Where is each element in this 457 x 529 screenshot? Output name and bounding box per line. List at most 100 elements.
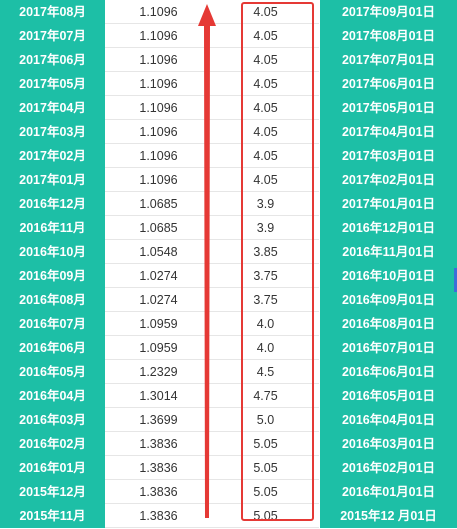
- date-cell[interactable]: 2016年01月01日: [319, 479, 457, 504]
- rate-cell[interactable]: 1.1096: [105, 119, 212, 144]
- rate-cell[interactable]: 1.1096: [105, 47, 212, 72]
- date-cell[interactable]: 2016年09月01日: [319, 287, 457, 312]
- value-cell[interactable]: 4.05: [212, 71, 319, 96]
- table-row[interactable]: 2016年06月 1.0959 4.0 2016年07月01日: [0, 335, 457, 361]
- value-cell[interactable]: 4.05: [212, 23, 319, 48]
- rate-cell[interactable]: 1.3836: [105, 479, 212, 504]
- table-row[interactable]: 2016年12月 1.0685 3.9 2017年01月01日: [0, 191, 457, 217]
- rate-cell[interactable]: 1.0548: [105, 239, 212, 264]
- value-cell[interactable]: 4.05: [212, 119, 319, 144]
- value-cell[interactable]: 3.9: [212, 191, 319, 216]
- period-cell[interactable]: 2016年09月: [0, 263, 105, 288]
- rate-cell[interactable]: 1.3699: [105, 407, 212, 432]
- period-cell[interactable]: 2016年11月: [0, 215, 105, 240]
- period-cell[interactable]: 2015年12月: [0, 479, 105, 504]
- table-row[interactable]: 2015年12月 1.3836 5.05 2016年01月01日: [0, 479, 457, 505]
- rate-cell[interactable]: 1.0959: [105, 311, 212, 336]
- table-row[interactable]: 2017年02月 1.1096 4.05 2017年03月01日: [0, 143, 457, 169]
- table-row[interactable]: 2016年07月 1.0959 4.0 2016年08月01日: [0, 311, 457, 337]
- value-cell[interactable]: 4.0: [212, 311, 319, 336]
- date-cell[interactable]: 2016年05月01日: [319, 383, 457, 408]
- table-row[interactable]: 2016年08月 1.0274 3.75 2016年09月01日: [0, 287, 457, 313]
- date-cell[interactable]: 2016年12月01日: [319, 215, 457, 240]
- table-row[interactable]: 2016年09月 1.0274 3.75 2016年10月01日: [0, 263, 457, 289]
- date-cell[interactable]: 2015年12 月01日: [319, 503, 457, 528]
- rate-cell[interactable]: 1.3014: [105, 383, 212, 408]
- date-cell[interactable]: 2016年03月01日: [319, 431, 457, 456]
- rate-cell[interactable]: 1.3836: [105, 431, 212, 456]
- date-cell[interactable]: 2016年07月01日: [319, 335, 457, 360]
- date-cell[interactable]: 2017年05月01日: [319, 95, 457, 120]
- date-cell[interactable]: 2016年02月01日: [319, 455, 457, 480]
- value-cell[interactable]: 4.5: [212, 359, 319, 384]
- rate-cell[interactable]: 1.0685: [105, 215, 212, 240]
- table-row[interactable]: 2016年04月 1.3014 4.75 2016年05月01日: [0, 383, 457, 409]
- period-cell[interactable]: 2017年08月: [0, 0, 105, 24]
- period-cell[interactable]: 2016年03月: [0, 407, 105, 432]
- period-cell[interactable]: 2017年06月: [0, 47, 105, 72]
- period-cell[interactable]: 2017年03月: [0, 119, 105, 144]
- value-cell[interactable]: 5.05: [212, 455, 319, 480]
- period-cell[interactable]: 2016年06月: [0, 335, 105, 360]
- table-row[interactable]: 2017年05月 1.1096 4.05 2017年06月01日: [0, 71, 457, 97]
- date-cell[interactable]: 2017年01月01日: [319, 191, 457, 216]
- rate-cell[interactable]: 1.0959: [105, 335, 212, 360]
- date-cell[interactable]: 2017年08月01日: [319, 23, 457, 48]
- table-row[interactable]: 2017年03月 1.1096 4.05 2017年04月01日: [0, 119, 457, 145]
- rate-cell[interactable]: 1.0274: [105, 287, 212, 312]
- value-cell[interactable]: 4.05: [212, 167, 319, 192]
- rate-cell[interactable]: 1.1096: [105, 0, 212, 24]
- date-cell[interactable]: 2017年07月01日: [319, 47, 457, 72]
- rate-cell[interactable]: 1.3836: [105, 455, 212, 480]
- table-row[interactable]: 2017年01月 1.1096 4.05 2017年02月01日: [0, 167, 457, 193]
- table-row[interactable]: 2017年08月 1.1096 4.05 2017年09月01日: [0, 0, 457, 25]
- date-cell[interactable]: 2016年04月01日: [319, 407, 457, 432]
- period-cell[interactable]: 2016年12月: [0, 191, 105, 216]
- date-cell[interactable]: 2016年06月01日: [319, 359, 457, 384]
- value-cell[interactable]: 3.9: [212, 215, 319, 240]
- period-cell[interactable]: 2017年05月: [0, 71, 105, 96]
- date-cell[interactable]: 2017年09月01日: [319, 0, 457, 24]
- value-cell[interactable]: 5.05: [212, 431, 319, 456]
- period-cell[interactable]: 2015年11月: [0, 503, 105, 528]
- rate-cell[interactable]: 1.3836: [105, 503, 212, 528]
- rate-cell[interactable]: 1.1096: [105, 143, 212, 168]
- period-cell[interactable]: 2016年04月: [0, 383, 105, 408]
- period-cell[interactable]: 2016年08月: [0, 287, 105, 312]
- value-cell[interactable]: 5.05: [212, 479, 319, 504]
- table-row[interactable]: 2016年05月 1.2329 4.5 2016年06月01日: [0, 359, 457, 385]
- table-row[interactable]: 2016年01月 1.3836 5.05 2016年02月01日: [0, 455, 457, 481]
- table-row[interactable]: 2016年11月 1.0685 3.9 2016年12月01日: [0, 215, 457, 241]
- period-cell[interactable]: 2016年01月: [0, 455, 105, 480]
- rate-cell[interactable]: 1.0274: [105, 263, 212, 288]
- table-row[interactable]: 2017年06月 1.1096 4.05 2017年07月01日: [0, 47, 457, 73]
- value-cell[interactable]: 3.85: [212, 239, 319, 264]
- table-row[interactable]: 2017年04月 1.1096 4.05 2017年05月01日: [0, 95, 457, 121]
- period-cell[interactable]: 2016年05月: [0, 359, 105, 384]
- date-cell[interactable]: 2017年06月01日: [319, 71, 457, 96]
- date-cell[interactable]: 2017年03月01日: [319, 143, 457, 168]
- period-cell[interactable]: 2017年04月: [0, 95, 105, 120]
- rate-cell[interactable]: 1.1096: [105, 23, 212, 48]
- value-cell[interactable]: 4.05: [212, 47, 319, 72]
- table-row[interactable]: 2016年02月 1.3836 5.05 2016年03月01日: [0, 431, 457, 457]
- rate-cell[interactable]: 1.1096: [105, 167, 212, 192]
- rate-cell[interactable]: 1.0685: [105, 191, 212, 216]
- value-cell[interactable]: 3.75: [212, 263, 319, 288]
- rate-cell[interactable]: 1.1096: [105, 95, 212, 120]
- period-cell[interactable]: 2016年02月: [0, 431, 105, 456]
- table-row[interactable]: 2017年07月 1.1096 4.05 2017年08月01日: [0, 23, 457, 49]
- rate-cell[interactable]: 1.1096: [105, 71, 212, 96]
- value-cell[interactable]: 4.05: [212, 143, 319, 168]
- value-cell[interactable]: 4.75: [212, 383, 319, 408]
- rate-cell[interactable]: 1.2329: [105, 359, 212, 384]
- period-cell[interactable]: 2017年02月: [0, 143, 105, 168]
- table-row[interactable]: 2016年03月 1.3699 5.0 2016年04月01日: [0, 407, 457, 433]
- value-cell[interactable]: 4.0: [212, 335, 319, 360]
- value-cell[interactable]: 4.05: [212, 95, 319, 120]
- period-cell[interactable]: 2017年07月: [0, 23, 105, 48]
- period-cell[interactable]: 2017年01月: [0, 167, 105, 192]
- date-cell[interactable]: 2016年11月01日: [319, 239, 457, 264]
- value-cell[interactable]: 5.0: [212, 407, 319, 432]
- date-cell[interactable]: 2017年04月01日: [319, 119, 457, 144]
